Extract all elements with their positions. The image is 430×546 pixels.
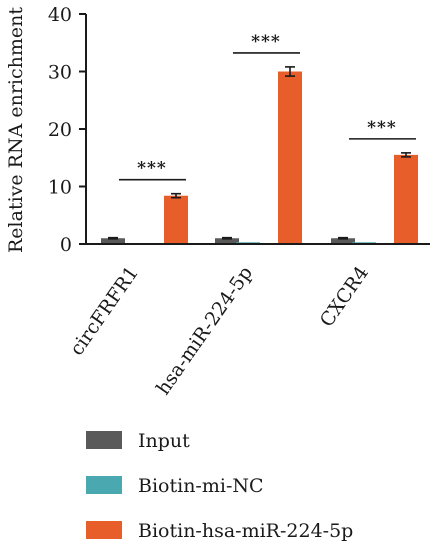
bar (394, 154, 418, 244)
y-tick-label: 20 (48, 119, 72, 141)
legend: Input Biotin-mi-NC Biotin-hsa-miR-224-5p (86, 430, 353, 542)
category-label: hsa-miR-224-5p (152, 262, 257, 399)
y-tick-label: 40 (48, 4, 72, 26)
bar (101, 238, 125, 244)
legend-swatch (86, 521, 122, 539)
significance-label: *** (137, 159, 167, 179)
significance-label: *** (251, 32, 281, 52)
significance-label: *** (367, 118, 397, 138)
legend-label: Biotin-mi-NC (138, 475, 264, 497)
legend-swatch (86, 431, 122, 449)
bar (331, 238, 355, 244)
plot-area: 0 10 20 30 40 *** circFRFR1 *** hsa-miR-224-5p **… (48, 4, 430, 399)
bar (215, 238, 239, 244)
bar (164, 195, 188, 244)
category-label: circFRFR1 (66, 262, 143, 359)
y-tick-label: 0 (60, 234, 72, 256)
category-label: CXCR4 (316, 262, 373, 331)
legend-swatch (86, 476, 122, 494)
y-axis-label: Relative RNA enrichment (5, 7, 27, 253)
y-tick-label: 30 (48, 62, 72, 84)
bar (278, 71, 302, 244)
y-tick-label: 10 (48, 177, 72, 199)
legend-label: Biotin-hsa-miR-224-5p (138, 520, 353, 542)
legend-label: Input (138, 430, 190, 452)
